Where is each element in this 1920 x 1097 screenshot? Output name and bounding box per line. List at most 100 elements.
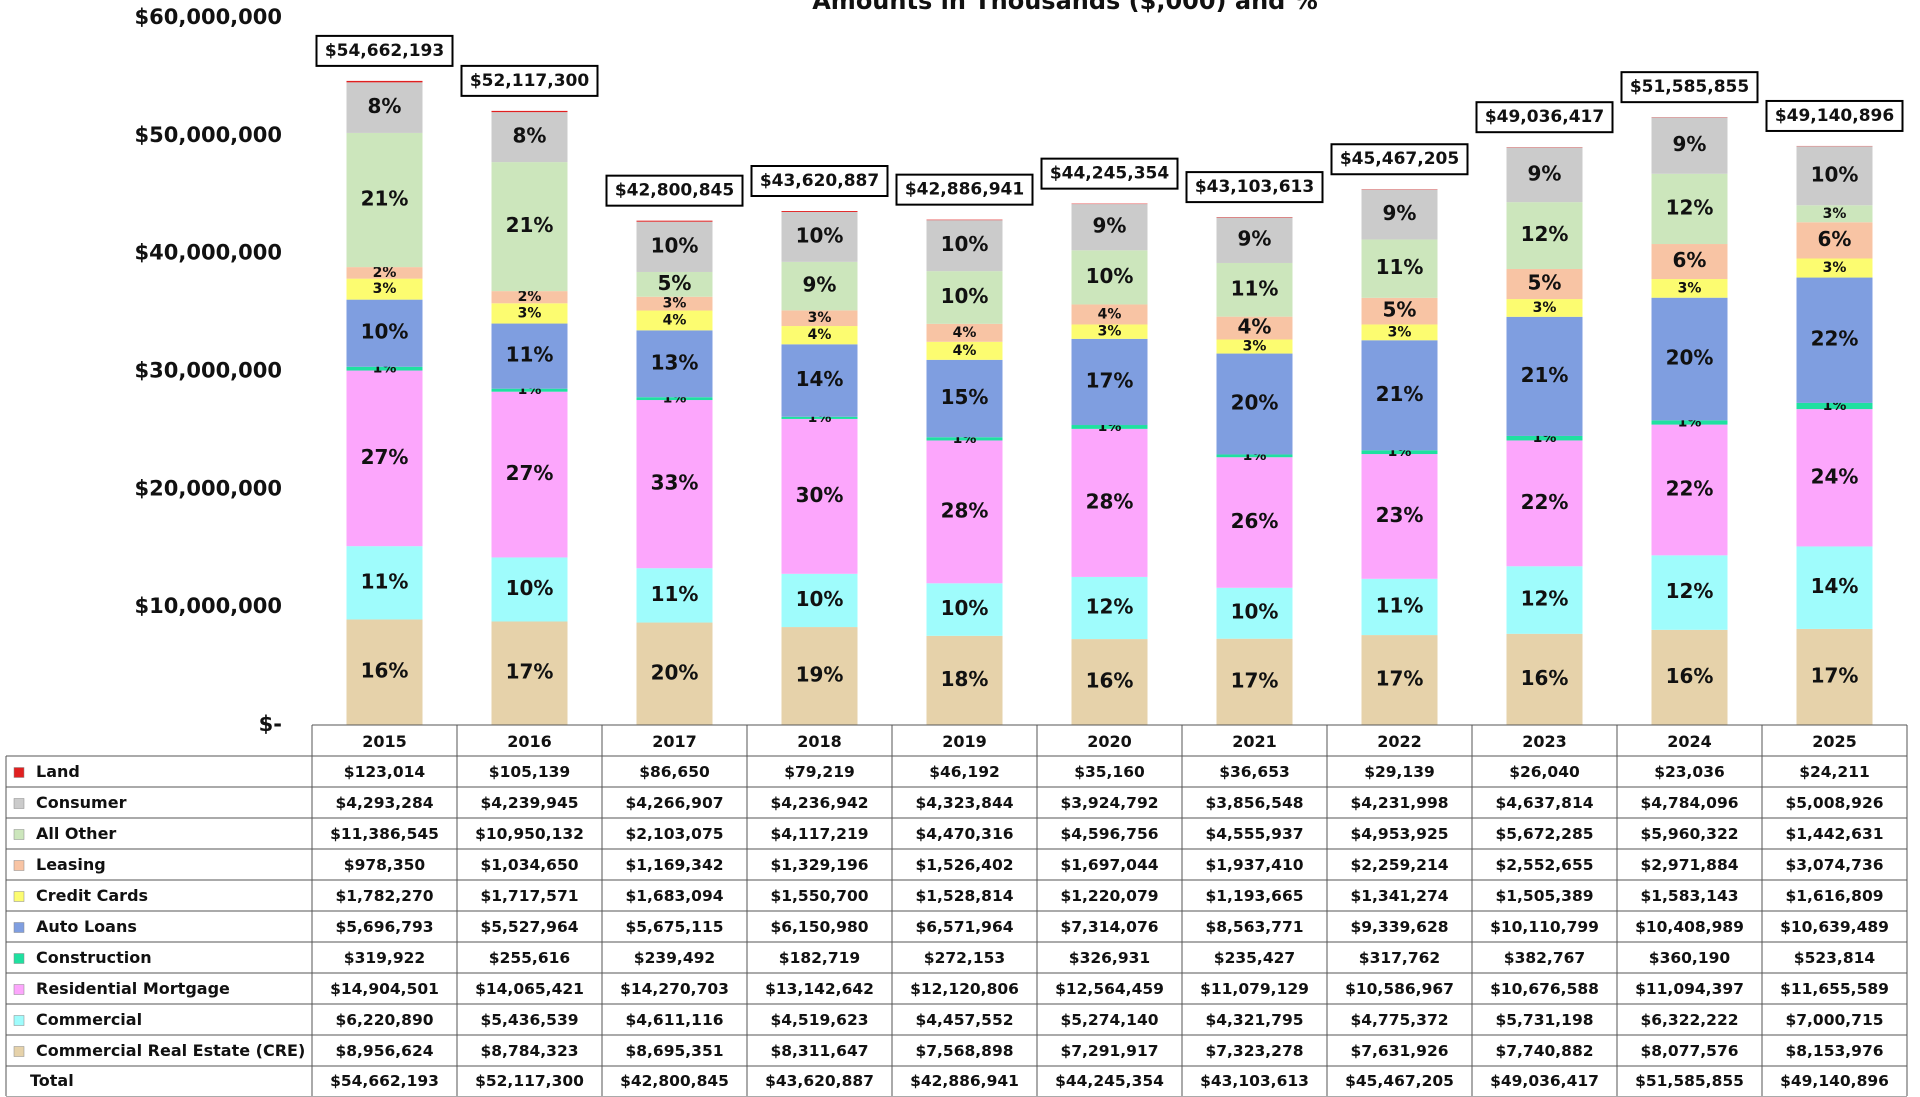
table-cell: $1,341,274 bbox=[1350, 887, 1448, 905]
total-label: $54,662,193 bbox=[325, 41, 444, 61]
share-label: 4% bbox=[953, 343, 977, 359]
table-cell: $1,220,079 bbox=[1060, 887, 1158, 905]
table-cell: $1,169,342 bbox=[625, 856, 723, 874]
table-cell: $10,950,132 bbox=[475, 825, 584, 843]
share-label: 18% bbox=[941, 667, 989, 691]
table-cell: $319,922 bbox=[344, 949, 425, 967]
legend-swatch bbox=[13, 829, 25, 840]
bar-segment bbox=[1216, 457, 1293, 588]
y-tick-label: $60,000,000 bbox=[135, 5, 282, 29]
x-tick-label: 2022 bbox=[1377, 732, 1422, 751]
table-total-cell: $42,800,845 bbox=[620, 1072, 729, 1090]
y-tick-label: $20,000,000 bbox=[135, 476, 282, 500]
table-cell: $1,937,410 bbox=[1205, 856, 1303, 874]
table-cell: $79,219 bbox=[784, 763, 855, 781]
table-cell: $23,036 bbox=[1654, 763, 1725, 781]
share-label: 2% bbox=[518, 289, 542, 305]
bar-segment bbox=[346, 619, 423, 725]
table-cell: $182,719 bbox=[779, 949, 860, 967]
share-label: 23% bbox=[1376, 503, 1424, 527]
legend-swatch bbox=[13, 767, 25, 778]
legend-swatch bbox=[13, 922, 25, 933]
share-label: 4% bbox=[808, 327, 832, 343]
bar-segment bbox=[1796, 222, 1873, 259]
table-cell: $326,931 bbox=[1069, 949, 1150, 967]
table-cell: $1,193,665 bbox=[1205, 887, 1303, 905]
table-cell: $4,775,372 bbox=[1350, 1011, 1448, 1029]
share-label: 5% bbox=[1383, 298, 1417, 322]
table-cell: $29,139 bbox=[1364, 763, 1435, 781]
share-label: 11% bbox=[1231, 276, 1279, 300]
table-cell: $7,314,076 bbox=[1060, 918, 1158, 936]
table-cell: $3,856,548 bbox=[1205, 794, 1303, 812]
table-cell: $14,904,501 bbox=[330, 980, 439, 998]
legend-label: Residential Mortgage bbox=[36, 979, 230, 998]
y-tick-label: $30,000,000 bbox=[135, 359, 282, 383]
share-label: 10% bbox=[941, 284, 989, 308]
bar-segment bbox=[926, 341, 1003, 360]
y-tick-label: $10,000,000 bbox=[135, 594, 282, 618]
table-cell: $1,697,044 bbox=[1060, 856, 1158, 874]
bar-segment bbox=[491, 162, 568, 292]
table-cell: $6,571,964 bbox=[915, 918, 1013, 936]
bar-segment bbox=[926, 437, 1003, 441]
table-cell: $317,762 bbox=[1359, 949, 1440, 967]
total-label: $51,585,855 bbox=[1630, 77, 1749, 97]
table-cell: $360,190 bbox=[1649, 949, 1731, 967]
share-label: 20% bbox=[651, 660, 699, 684]
table-cell: $10,639,489 bbox=[1780, 918, 1889, 936]
table-cell: $10,110,799 bbox=[1490, 918, 1599, 936]
table-cell: $5,675,115 bbox=[625, 918, 723, 936]
bar-segment bbox=[1506, 440, 1583, 567]
share-label: 21% bbox=[1521, 363, 1569, 387]
total-label: $52,117,300 bbox=[470, 71, 590, 91]
table-cell: $1,683,094 bbox=[625, 887, 723, 905]
total-label: $43,103,613 bbox=[1195, 177, 1314, 197]
table-cell: $35,160 bbox=[1074, 763, 1145, 781]
bar-segment bbox=[1361, 635, 1438, 725]
bar-segment bbox=[1651, 297, 1728, 421]
share-label: 17% bbox=[1811, 663, 1859, 687]
table-cell: $86,650 bbox=[639, 763, 710, 781]
legend-label: Commercial Real Estate (CRE) bbox=[36, 1041, 305, 1060]
share-label: 10% bbox=[506, 576, 554, 600]
table-total-cell: $43,103,613 bbox=[1200, 1072, 1309, 1090]
share-label: 27% bbox=[361, 445, 409, 469]
table-cell: $46,192 bbox=[929, 763, 1000, 781]
total-box bbox=[1765, 99, 1904, 132]
share-label: 21% bbox=[361, 187, 409, 211]
bar-segment bbox=[636, 400, 713, 569]
share-label: 11% bbox=[361, 569, 409, 593]
table-total-cell: $43,620,887 bbox=[765, 1072, 874, 1090]
table-cell: $24,211 bbox=[1799, 763, 1870, 781]
share-label: 3% bbox=[1823, 206, 1847, 222]
bar-segment bbox=[1651, 629, 1728, 725]
bar-segment bbox=[781, 416, 858, 419]
legend-label: All Other bbox=[36, 824, 116, 843]
bar-segment bbox=[1796, 402, 1873, 410]
bar-segment bbox=[346, 82, 423, 133]
share-label: 17% bbox=[1086, 368, 1134, 392]
table-cell: $11,655,589 bbox=[1780, 980, 1889, 998]
bar-segment bbox=[926, 220, 1003, 272]
table-cell: $4,293,284 bbox=[335, 794, 433, 812]
share-label: 10% bbox=[1231, 600, 1279, 624]
x-tick-label: 2023 bbox=[1522, 732, 1567, 751]
share-label: 13% bbox=[651, 350, 699, 374]
total-label: $42,800,845 bbox=[615, 181, 734, 201]
x-tick-label: 2015 bbox=[362, 732, 407, 751]
bar-segment bbox=[781, 627, 858, 725]
bar-segment bbox=[781, 418, 858, 574]
share-label: 4% bbox=[953, 325, 977, 341]
table-total-cell: $49,140,896 bbox=[1780, 1072, 1889, 1090]
bar-segment bbox=[1361, 324, 1438, 341]
bar-segment bbox=[346, 267, 423, 279]
bar-segment bbox=[1651, 117, 1728, 174]
table-cell: $3,924,792 bbox=[1060, 794, 1158, 812]
legend-label: Auto Loans bbox=[36, 917, 137, 936]
bar-segment bbox=[926, 323, 1003, 342]
share-label: 16% bbox=[361, 659, 409, 683]
table-cell: $13,142,642 bbox=[765, 980, 874, 998]
share-label: 17% bbox=[1376, 667, 1424, 691]
share-label: 12% bbox=[1666, 195, 1714, 219]
